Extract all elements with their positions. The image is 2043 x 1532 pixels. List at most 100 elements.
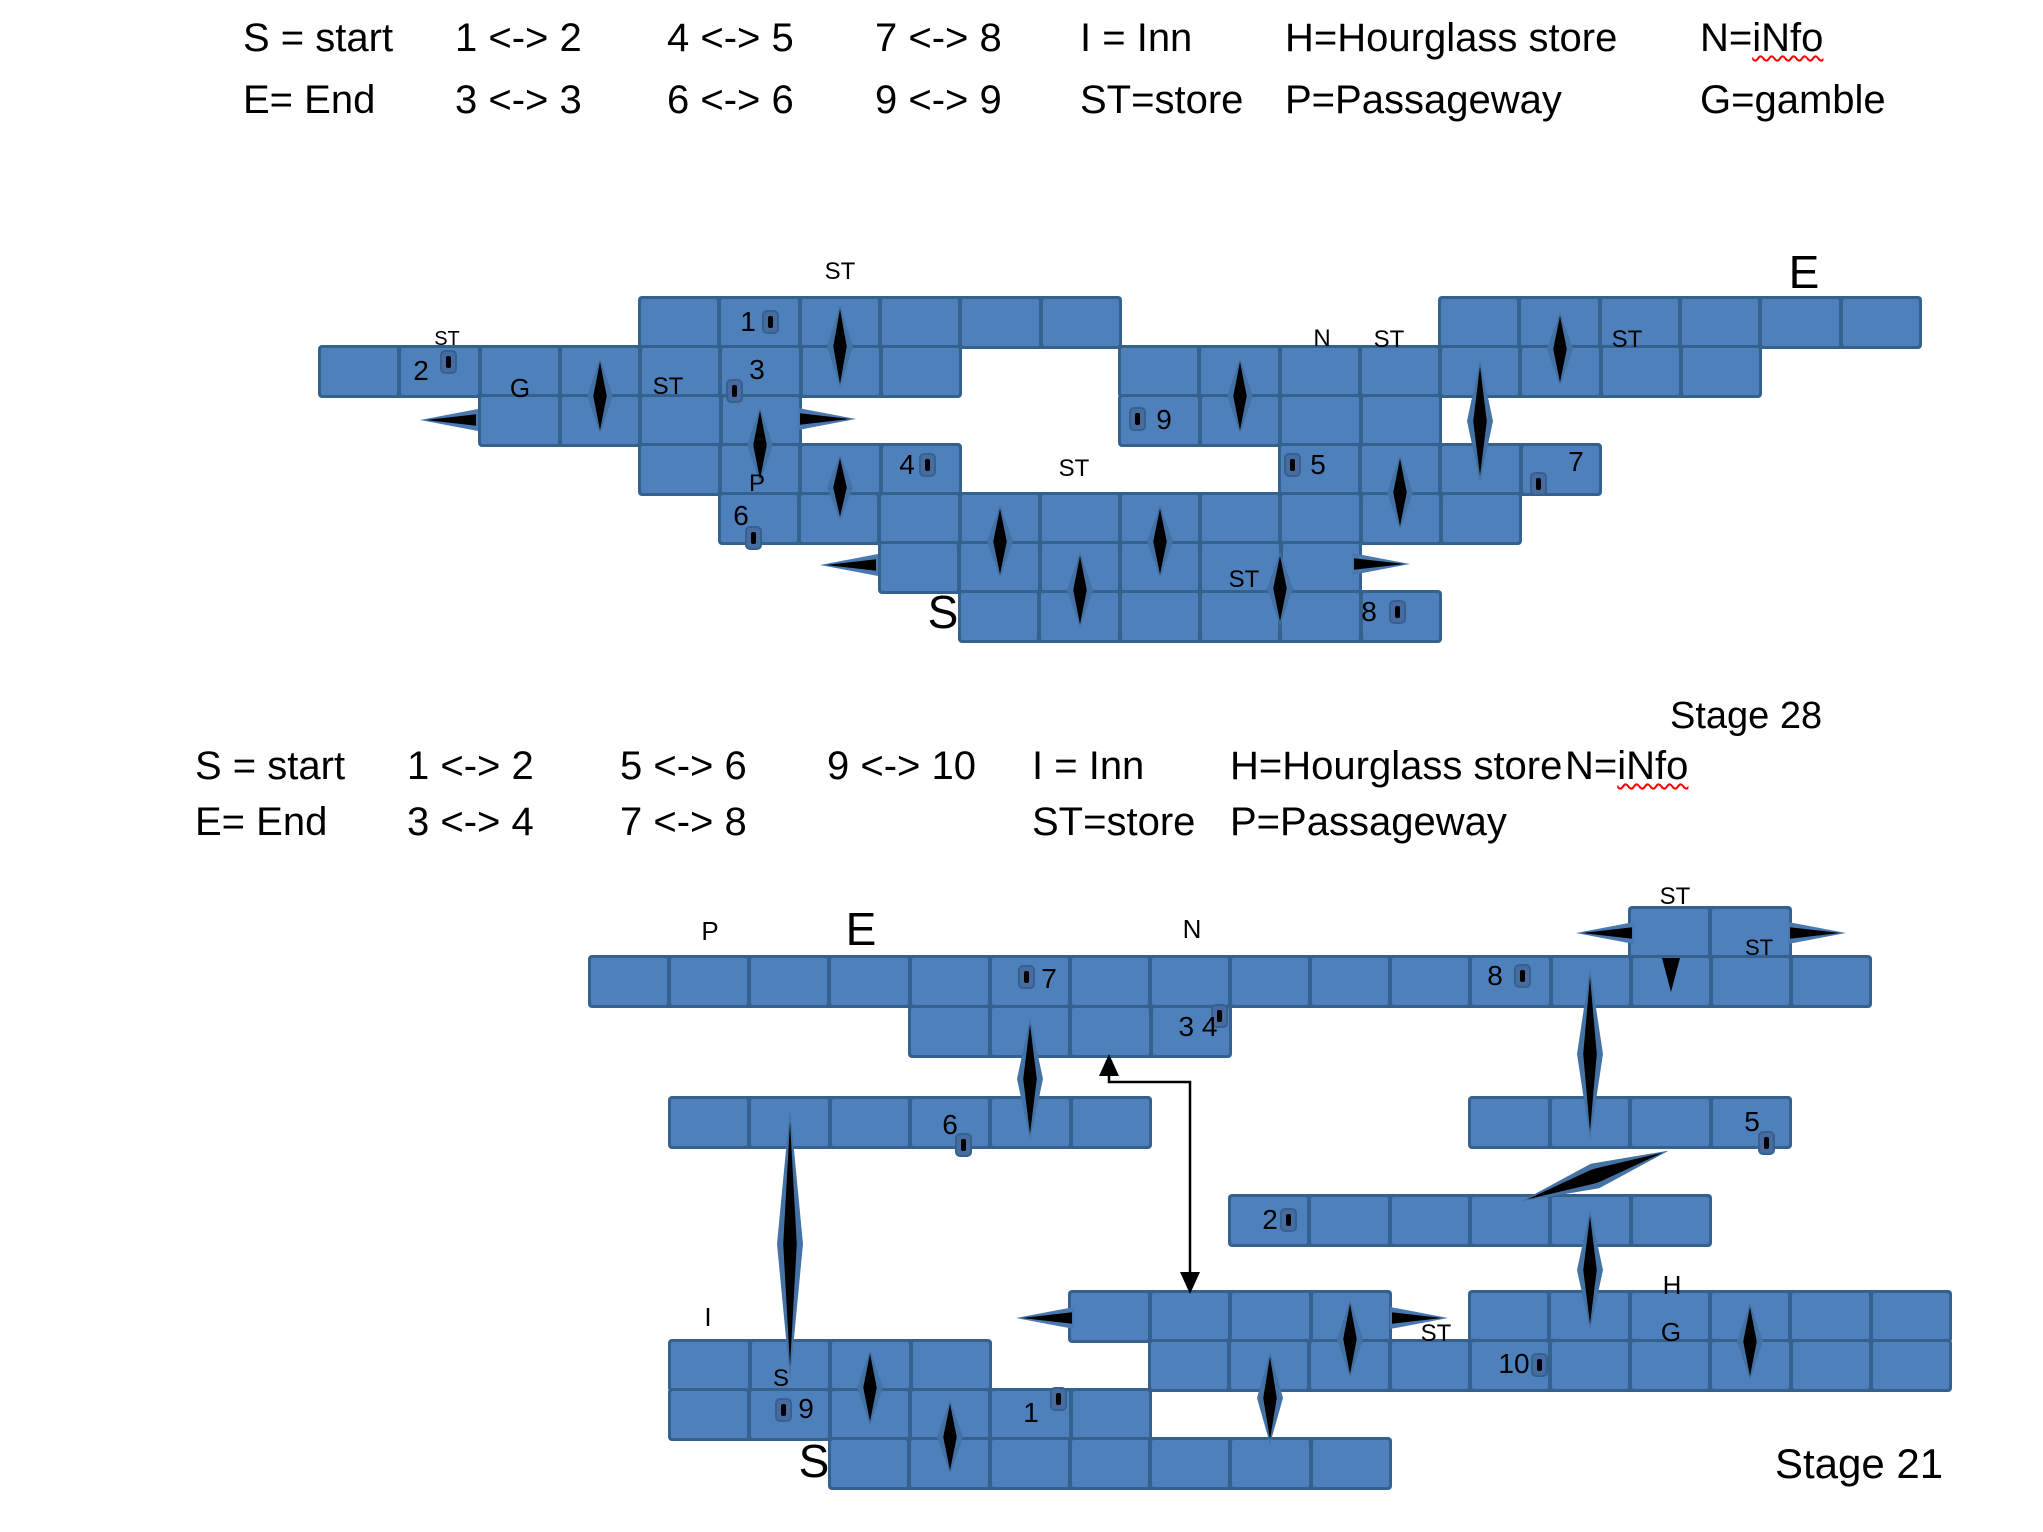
map-row: [1228, 1194, 1712, 1247]
map-tile: [1282, 495, 1359, 542]
map-label-5: 5: [1744, 1106, 1760, 1137]
map-tile: [1232, 958, 1309, 1005]
map-label-1: 1: [1023, 1397, 1039, 1428]
legend-item: N=iNfo: [1565, 744, 1689, 788]
map-label-7: 7: [1568, 446, 1584, 477]
map-tile: [671, 1342, 748, 1389]
legend-item: I = Inn: [1032, 744, 1145, 788]
stage21-title: Stage 21: [1775, 1440, 1944, 1487]
map-label-G: G: [509, 373, 531, 403]
map-tile: [1792, 1293, 1869, 1340]
warp-marker: [1758, 1131, 1775, 1155]
map-tile: [642, 397, 719, 444]
map-label-5: 5: [1310, 449, 1326, 480]
map-tile: [1312, 1440, 1389, 1487]
map-label-10: 10: [1498, 1348, 1530, 1379]
map-tile: [671, 1391, 748, 1438]
map-label-9: 9: [1156, 404, 1172, 435]
map-label-7: 7: [1041, 963, 1057, 994]
map-label-9: 9: [798, 1393, 814, 1424]
map-tile: [1792, 1342, 1869, 1389]
map-tile: [1472, 958, 1549, 1005]
map-tile: [642, 348, 719, 395]
map-tile: [1712, 958, 1789, 1005]
map-label-8: 8: [1361, 596, 1377, 627]
map-row: [638, 296, 1122, 349]
map-tile: [1072, 1008, 1149, 1055]
warp-marker: [745, 526, 762, 550]
arrow-core: [1789, 927, 1841, 939]
map-tile: [1072, 1099, 1149, 1146]
map-tile: [401, 348, 478, 395]
map-tile: [991, 1440, 1068, 1487]
map-tile: [1121, 593, 1198, 640]
map-label-E: E: [845, 903, 877, 955]
warp-marker: [1389, 600, 1406, 624]
arrow-core: [1581, 927, 1633, 939]
map-tile: [1392, 958, 1469, 1005]
map-label-P: P: [701, 916, 719, 946]
warp-marker: [1018, 965, 1035, 989]
map-tile: [1552, 1342, 1629, 1389]
legend-item: 7 <-> 8: [620, 800, 747, 844]
map-tile: [1041, 495, 1119, 542]
map-tile: [1442, 495, 1520, 542]
map-tile: [1281, 348, 1358, 395]
warp-marker: [1530, 472, 1547, 496]
map-tile: [1151, 1342, 1228, 1389]
legend-item: 7 <-> 8: [875, 16, 1002, 60]
warp-marker: [762, 310, 779, 334]
map-tile: [1712, 909, 1789, 956]
map-tile: [1151, 1293, 1228, 1340]
map-tile: [721, 299, 798, 346]
map-tile: [1121, 348, 1198, 395]
map-tile: [912, 1342, 989, 1389]
map-tile: [1682, 348, 1759, 395]
map-label-4: 4: [899, 449, 915, 480]
map-label-6: 6: [733, 500, 749, 531]
legend-item: E= End: [195, 800, 328, 844]
map-tile: [1872, 1293, 1949, 1340]
legend-item: 4 <-> 5: [667, 16, 794, 60]
map-tile: [1201, 593, 1279, 640]
legend-item: 5 <-> 6: [620, 744, 747, 788]
map-label-I: I: [704, 1302, 712, 1332]
map-label-2: 2: [1262, 1204, 1278, 1235]
map-tile: [1042, 299, 1119, 346]
map-tile: [481, 348, 558, 395]
map-tile: [591, 958, 668, 1005]
map-tile: [1311, 1197, 1388, 1244]
map-tile: [1872, 1342, 1950, 1389]
map-tile: [1312, 958, 1389, 1005]
map-tile: [1842, 299, 1919, 346]
map-row: [668, 1388, 1152, 1441]
map-label-ST: ST: [1611, 326, 1643, 353]
map-label-ST: ST: [434, 328, 460, 350]
west-arrowhead: [1016, 1306, 1074, 1330]
map-label-ST: ST: [1058, 455, 1090, 482]
legend-item: P=Passageway: [1230, 800, 1507, 844]
map-row: [668, 1339, 992, 1392]
map-label-ST: ST: [1373, 326, 1405, 353]
map-tile: [1631, 1293, 1708, 1340]
warp-marker: [1280, 1208, 1297, 1232]
map-label-ST: ST: [824, 258, 856, 285]
map-tile: [1282, 544, 1359, 591]
map-tile: [881, 495, 958, 542]
map-tile: [1152, 1440, 1229, 1487]
warp-marker: [955, 1133, 972, 1157]
map-label-P: P: [748, 470, 766, 497]
legend-item: 9 <-> 10: [827, 744, 977, 788]
arrow-core: [425, 414, 477, 426]
legend-item: 3 <-> 3: [455, 78, 582, 122]
map-label-ST: ST: [652, 373, 684, 400]
map-label-S: S: [927, 586, 959, 638]
warp-marker: [1211, 1004, 1228, 1028]
map-label-S: S: [772, 1365, 790, 1392]
legend-item: S = start: [195, 744, 346, 788]
misspelled-word: iNfo: [1752, 16, 1824, 60]
map-tile: [641, 446, 718, 493]
map-tile: [882, 348, 959, 395]
arrow-core: [1391, 1312, 1443, 1324]
map-tile: [1151, 958, 1228, 1005]
